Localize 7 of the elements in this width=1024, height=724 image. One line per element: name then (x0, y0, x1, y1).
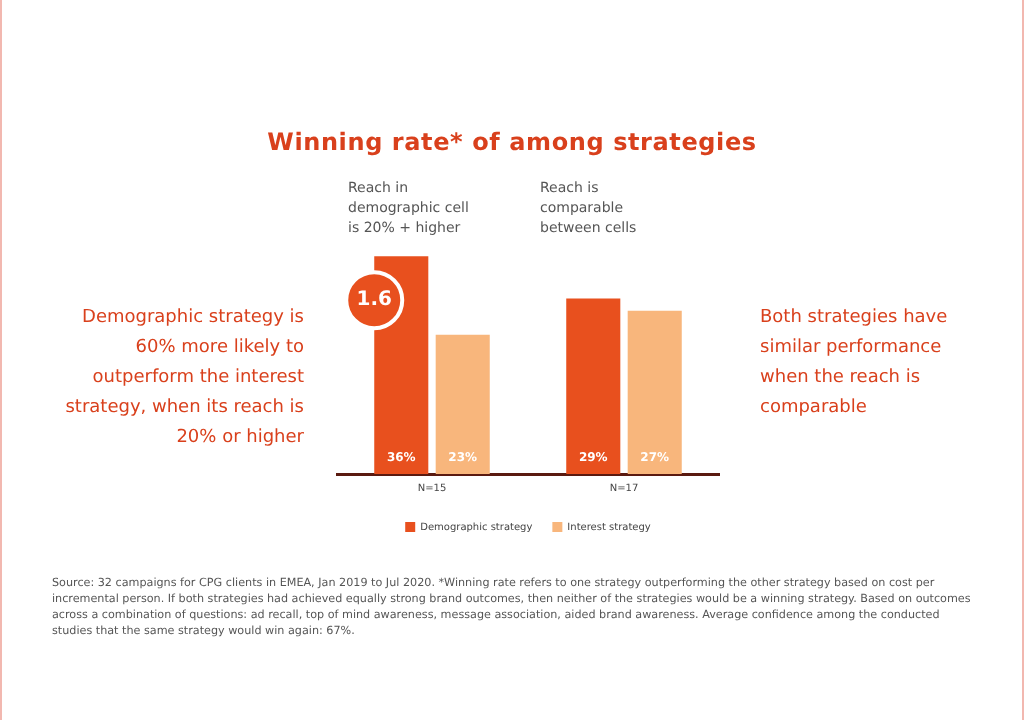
text: Demographic strategy is 60% more likely to outperform the interest strategy, when its reach is 20% or higher (63, 306, 304, 452)
annotation: 1.6 (356, 289, 393, 312)
chart-title: Winning rate* of among strategies (265, 128, 759, 156)
text: Both strategies have similar performance when the reach is comparable (760, 306, 950, 422)
bar (435, 334, 490, 474)
bar (566, 298, 621, 474)
bar (627, 310, 682, 474)
